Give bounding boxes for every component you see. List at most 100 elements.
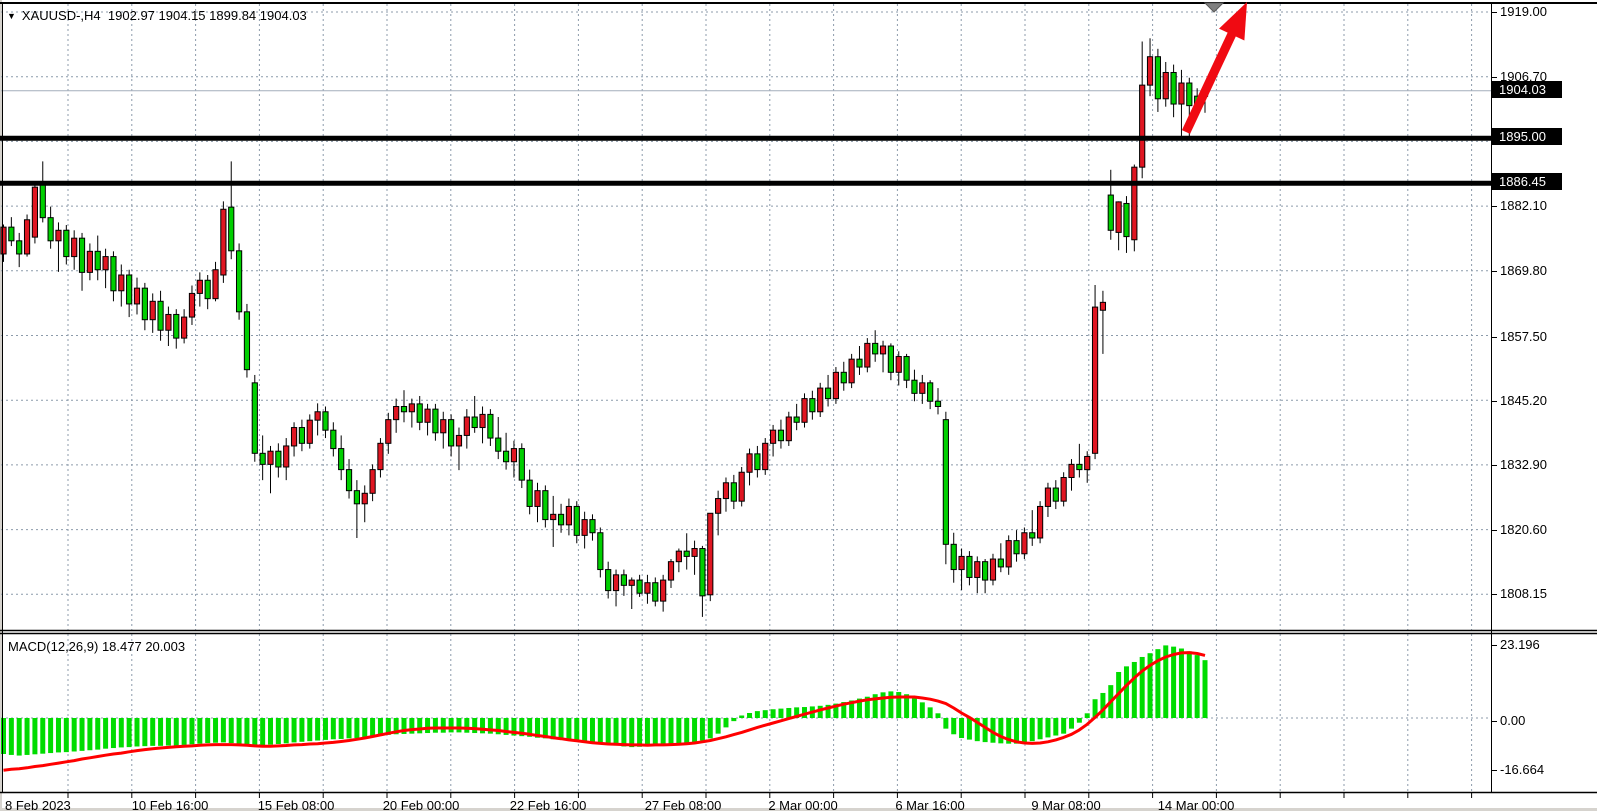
- candle-body: [251, 382, 258, 454]
- macd-histogram-bar: [315, 718, 321, 741]
- macd-histogram-bar: [566, 718, 572, 741]
- candle-body: [526, 479, 533, 507]
- candle-body: [730, 482, 737, 502]
- price-axis-label: 1857.50: [1500, 329, 1547, 344]
- price-axis-label: 1882.10: [1500, 198, 1547, 213]
- macd-histogram-bar: [660, 718, 666, 745]
- macd-histogram-bar: [1171, 646, 1177, 718]
- macd-histogram-bar: [888, 691, 894, 718]
- macd-histogram-bar: [699, 718, 705, 741]
- candle-body: [667, 561, 675, 581]
- macd-histogram-bar: [597, 718, 603, 744]
- macd-histogram-bar: [951, 718, 957, 735]
- candle-body: [502, 450, 510, 463]
- macd-histogram-bar: [1, 718, 6, 754]
- macd-histogram-bar: [825, 704, 831, 718]
- candle-body: [290, 427, 298, 447]
- macd-histogram-bar: [220, 718, 226, 743]
- macd-histogram-bar: [330, 718, 336, 740]
- candle-body: [330, 429, 337, 450]
- macd-histogram-bar: [582, 718, 588, 743]
- candle-body: [997, 558, 1004, 568]
- macd-histogram-bar: [393, 718, 399, 735]
- candle-body: [448, 419, 455, 447]
- candle-body: [259, 452, 266, 465]
- macd-histogram-bar: [377, 718, 383, 736]
- price-axis-label: 1919.00: [1500, 4, 1547, 19]
- candle-body: [157, 300, 164, 331]
- candle-body: [683, 550, 690, 557]
- macd-histogram-bar: [542, 718, 548, 739]
- gridlines: [1, 4, 1491, 792]
- macd-histogram-bar: [1100, 692, 1106, 718]
- candle-body: [644, 582, 651, 594]
- candle-body: [110, 256, 117, 292]
- candle-body: [1036, 505, 1044, 539]
- macd-histogram-bar: [495, 718, 501, 735]
- candle-body: [235, 250, 243, 313]
- chart-shift-marker-icon[interactable]: [1203, 2, 1225, 13]
- trend-arrow-shaft[interactable]: [1181, 25, 1240, 134]
- macd-histogram-bar: [63, 718, 69, 753]
- macd-histogram-bar: [87, 718, 93, 751]
- panel-borders: [0, 2, 1597, 794]
- candle-body: [149, 300, 156, 321]
- candle-body: [510, 448, 518, 463]
- macd-axis-label: 0.00: [1500, 713, 1526, 728]
- macd-histogram-bar: [786, 707, 792, 718]
- candle-body: [1107, 194, 1114, 231]
- candle-body: [628, 579, 635, 586]
- candle-body: [557, 513, 565, 526]
- macd-histogram-bar: [1194, 655, 1200, 718]
- candle-body: [1068, 463, 1075, 479]
- candle-body: [322, 411, 329, 431]
- macd-histogram-bar: [252, 718, 258, 746]
- macd-histogram-bar: [126, 718, 132, 748]
- trend-arrow-head[interactable]: [1219, 2, 1247, 41]
- candle-body: [1052, 487, 1059, 502]
- macd-histogram-bar: [731, 718, 737, 722]
- macd-histogram-bar: [283, 718, 289, 744]
- candle-body: [887, 345, 894, 373]
- candle-body: [809, 398, 816, 413]
- candle-body: [0, 226, 7, 255]
- candle-body: [722, 482, 730, 500]
- macd-histogram-bar: [8, 718, 14, 755]
- price-axis-label: 1820.60: [1500, 522, 1547, 537]
- macd-histogram-bar: [762, 710, 768, 718]
- candle-body: [1091, 306, 1099, 454]
- candle-body: [243, 311, 251, 371]
- macd-histogram-bar: [652, 718, 658, 746]
- macd-histogram-bar: [919, 702, 925, 718]
- trend-arrow[interactable]: [1181, 2, 1247, 134]
- axis-ticks: [67, 12, 1497, 798]
- macd-histogram-bar: [1147, 653, 1153, 718]
- candle-body: [589, 519, 596, 534]
- macd-histogram-bar: [966, 718, 972, 740]
- macd-histogram-bar: [998, 718, 1004, 744]
- macd-axis-label: 23.196: [1500, 637, 1540, 652]
- candle-body: [353, 490, 360, 505]
- time-axis-label: 22 Feb 16:00: [509, 798, 587, 811]
- candle-body: [840, 371, 847, 384]
- macd-histogram-bar: [189, 718, 195, 745]
- symbol-dropdown-icon[interactable]: ▼: [7, 10, 16, 21]
- macd-histogram-bar: [715, 718, 721, 734]
- candle-body: [47, 217, 54, 242]
- candle-body: [769, 429, 777, 444]
- candle-body: [408, 403, 415, 413]
- macd-histogram-bar: [535, 718, 541, 738]
- macd-histogram-bar: [770, 709, 776, 718]
- candle-body: [393, 406, 400, 421]
- candle-body: [283, 445, 290, 468]
- macd-value: 18.477: [101, 639, 142, 654]
- candle-body: [534, 490, 541, 507]
- candle-body: [8, 226, 15, 242]
- macd-histogram-bar: [322, 718, 328, 740]
- macd-histogram-bar: [747, 712, 753, 718]
- macd-histogram-bar: [841, 702, 847, 718]
- window-edge-bottom: [0, 808, 1597, 811]
- time-axis-label: 15 Feb 08:00: [257, 798, 335, 811]
- candle-body: [204, 279, 211, 300]
